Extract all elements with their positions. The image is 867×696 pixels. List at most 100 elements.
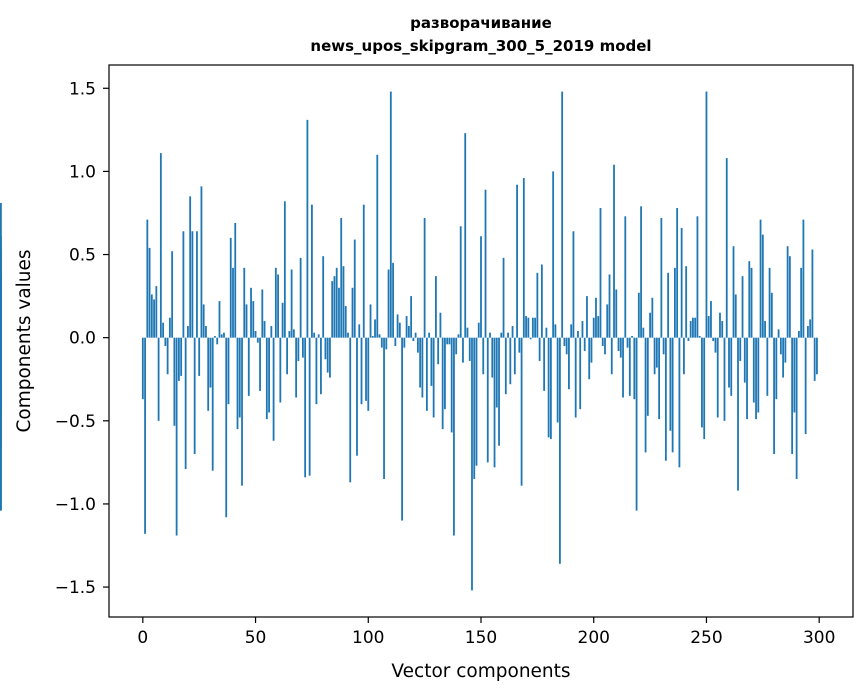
- bar-166: [516, 184, 518, 338]
- bar-282: [777, 329, 780, 338]
- bar-171: [527, 317, 530, 338]
- bar-208: [610, 337, 613, 375]
- bar-99: [365, 337, 367, 401]
- bar-201: [595, 297, 597, 338]
- bar-276: [764, 321, 766, 338]
- bar-244: [692, 317, 694, 338]
- bar-226: [651, 297, 654, 338]
- bar-120: [412, 337, 415, 341]
- bar-73: [306, 119, 309, 338]
- bar-30: [209, 337, 212, 388]
- bar-1: [144, 337, 146, 534]
- bar-238: [678, 337, 681, 468]
- bar-196: [583, 337, 586, 351]
- bar-67: [292, 329, 295, 338]
- bar-187: [563, 337, 566, 346]
- bar-291: [797, 331, 800, 338]
- bar-103: [374, 319, 376, 338]
- bar-89: [342, 266, 345, 338]
- bar-243: [689, 321, 692, 338]
- bar-255: [716, 337, 719, 418]
- bar-252: [710, 301, 712, 338]
- bar-55: [265, 337, 268, 420]
- bar-47: [247, 337, 250, 396]
- bar-225: [649, 312, 651, 338]
- x-tick-label-100: 100: [352, 628, 384, 648]
- bar-240: [683, 337, 685, 375]
- bar-220: [637, 292, 640, 338]
- bar-168: [520, 337, 523, 486]
- bar-153: [486, 337, 489, 463]
- bar-110: [389, 91, 392, 338]
- bar-180: [547, 337, 550, 438]
- bar-236: [673, 267, 676, 338]
- bar-144: [466, 327, 469, 338]
- bar-296: [809, 319, 812, 338]
- bar-74: [308, 337, 311, 476]
- bar-32: [214, 336, 216, 338]
- bar-190: [570, 324, 573, 338]
- bar-197: [586, 296, 588, 338]
- bar-87: [338, 287, 340, 338]
- bar-288: [791, 337, 794, 455]
- bar-204: [601, 337, 604, 346]
- bar-123: [419, 337, 422, 388]
- bar-5: [153, 299, 155, 338]
- bar-53: [261, 289, 264, 338]
- bar-94: [353, 239, 356, 338]
- bar-241: [685, 266, 688, 338]
- bar-100: [367, 337, 370, 411]
- bar-92: [349, 337, 352, 483]
- y-tick-label-3: 0.0: [69, 329, 96, 349]
- bar-263: [734, 294, 737, 338]
- bar-191: [572, 231, 575, 338]
- bar-229: [658, 337, 661, 420]
- bar-155: [491, 337, 494, 378]
- bar-159: [500, 332, 503, 338]
- bar-131: [437, 337, 440, 365]
- bar-116: [403, 337, 406, 348]
- bar-31: [211, 337, 214, 471]
- bar-95: [356, 337, 358, 456]
- bar-34: [218, 301, 221, 338]
- bar-198: [588, 337, 591, 380]
- y-tick-label-5: −1.0: [55, 495, 96, 515]
- bar-135: [446, 337, 449, 345]
- bar-207: [608, 274, 611, 338]
- bar-182: [552, 171, 555, 338]
- bar-287: [788, 256, 791, 338]
- bar-14: [173, 337, 176, 426]
- bar-268: [746, 337, 748, 420]
- bar-266: [741, 276, 744, 338]
- bar-219: [635, 337, 638, 511]
- bar-262: [732, 246, 735, 338]
- bar-82: [326, 337, 329, 373]
- bar-213: [622, 337, 624, 398]
- bar-183: [554, 324, 557, 338]
- bar-192: [574, 337, 577, 418]
- bar-88: [340, 217, 343, 338]
- bar-174: [534, 317, 537, 338]
- bar-9: [162, 322, 165, 338]
- bar-160: [502, 257, 505, 338]
- bar-172: [529, 337, 532, 340]
- bar-21: [189, 196, 192, 338]
- bar-195: [581, 321, 584, 338]
- bar-140: [457, 334, 460, 338]
- bar-137: [450, 337, 453, 433]
- bar-221: [640, 206, 642, 338]
- bar-228: [655, 337, 658, 368]
- bar-20: [187, 326, 189, 338]
- bar-45: [243, 267, 246, 338]
- bar-284: [782, 337, 785, 378]
- bar-251: [707, 316, 710, 338]
- bar-149: [477, 322, 480, 338]
- bar-257: [721, 321, 724, 338]
- bar-23: [193, 337, 196, 455]
- bar-200: [592, 317, 595, 338]
- bar-194: [579, 337, 582, 410]
- x-axis-label: Vector components: [391, 661, 570, 682]
- bar-157: [495, 337, 498, 408]
- bar-265: [739, 337, 742, 361]
- bar-189: [568, 337, 570, 390]
